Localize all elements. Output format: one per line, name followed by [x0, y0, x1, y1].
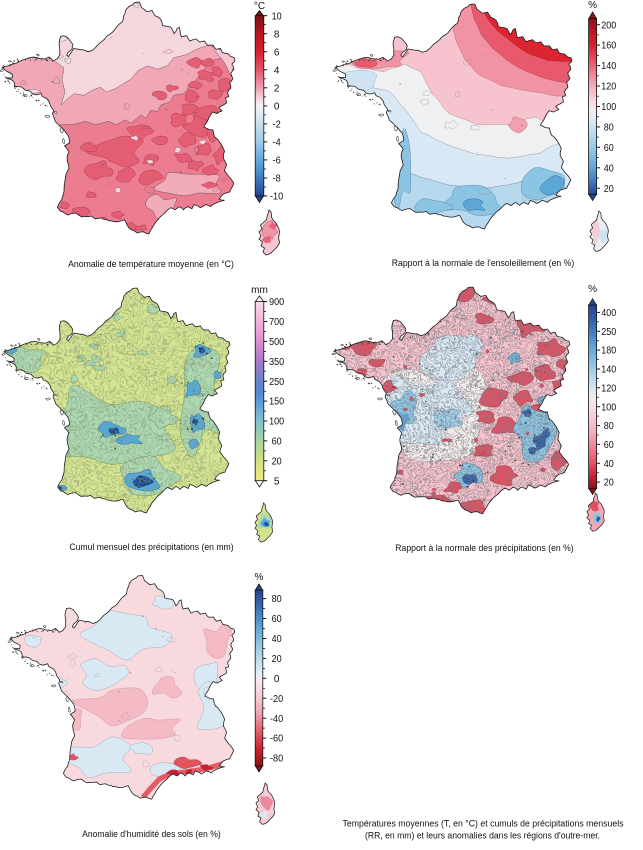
svg-text:0: 0 — [274, 674, 280, 685]
svg-text:8: 8 — [274, 29, 280, 40]
svg-text:400: 400 — [601, 308, 616, 319]
svg-text:-2: -2 — [273, 120, 282, 131]
svg-text:2: 2 — [274, 83, 280, 94]
svg-text:20: 20 — [272, 654, 282, 665]
svg-text:-20: -20 — [270, 694, 284, 705]
svg-text:-60: -60 — [270, 734, 284, 745]
svg-text:80: 80 — [604, 421, 614, 432]
svg-text:700: 700 — [269, 317, 284, 328]
svg-text:-10: -10 — [270, 192, 284, 203]
svg-text:-80: -80 — [270, 754, 284, 765]
svg-text:10: 10 — [272, 11, 282, 22]
svg-text:Anomalie d'humidité des sols (: Anomalie d'humidité des sols (en %) — [82, 829, 221, 839]
svg-text:80: 80 — [604, 123, 614, 134]
svg-text:140: 140 — [601, 61, 616, 72]
svg-text:180: 180 — [601, 346, 616, 357]
svg-text:0: 0 — [274, 102, 280, 113]
svg-text:900: 900 — [269, 297, 284, 308]
svg-text:Rapport à la normale de l'enso: Rapport à la normale de l'ensoleillement… — [392, 258, 575, 268]
svg-text:120: 120 — [601, 82, 616, 93]
svg-text:140: 140 — [601, 365, 616, 376]
svg-text:-40: -40 — [270, 714, 284, 725]
svg-text:Anomalie de température moyenn: Anomalie de température moyenne (en °C) — [68, 259, 234, 269]
svg-text:80: 80 — [272, 594, 282, 605]
svg-text:Cumul mensuel des précipitatio: Cumul mensuel des précipitations (en mm) — [69, 542, 233, 552]
svg-text:-4: -4 — [273, 138, 282, 149]
svg-text:100: 100 — [269, 417, 284, 428]
svg-text:120: 120 — [601, 383, 616, 394]
svg-text:60: 60 — [272, 614, 282, 625]
svg-text:20: 20 — [604, 478, 614, 489]
svg-text:%: % — [588, 284, 597, 295]
svg-text:(RR, en mm) et leurs anomalies: (RR, en mm) et leurs anomalies dans les … — [365, 831, 600, 841]
svg-text:-6: -6 — [273, 156, 282, 167]
svg-text:500: 500 — [269, 337, 284, 348]
svg-text:350: 350 — [269, 357, 284, 368]
svg-text:60: 60 — [272, 437, 282, 448]
svg-text:%: % — [255, 572, 264, 583]
svg-text:20: 20 — [272, 456, 282, 467]
svg-text:20: 20 — [604, 184, 614, 195]
svg-text:100: 100 — [601, 402, 616, 413]
svg-text:60: 60 — [604, 143, 614, 154]
svg-text:%: % — [588, 0, 597, 11]
svg-text:40: 40 — [272, 634, 282, 645]
svg-text:60: 60 — [604, 440, 614, 451]
svg-text:-8: -8 — [273, 174, 282, 185]
svg-text:°C: °C — [254, 1, 265, 12]
svg-text:Températures moyennes (T, en °: Températures moyennes (T, en °C) et cumu… — [343, 819, 624, 829]
svg-text:150: 150 — [269, 397, 284, 408]
svg-text:200: 200 — [601, 20, 616, 31]
svg-text:4: 4 — [274, 65, 280, 76]
svg-text:5: 5 — [274, 476, 280, 487]
svg-text:250: 250 — [269, 377, 284, 388]
svg-text:40: 40 — [604, 459, 614, 470]
svg-text:40: 40 — [604, 163, 614, 174]
svg-text:250: 250 — [601, 327, 616, 338]
svg-text:100: 100 — [601, 102, 616, 113]
svg-text:Rapport à la normale des préci: Rapport à la normale des précipitations … — [395, 543, 573, 553]
svg-text:mm: mm — [251, 285, 268, 296]
svg-text:6: 6 — [274, 47, 280, 58]
svg-text:160: 160 — [601, 41, 616, 52]
